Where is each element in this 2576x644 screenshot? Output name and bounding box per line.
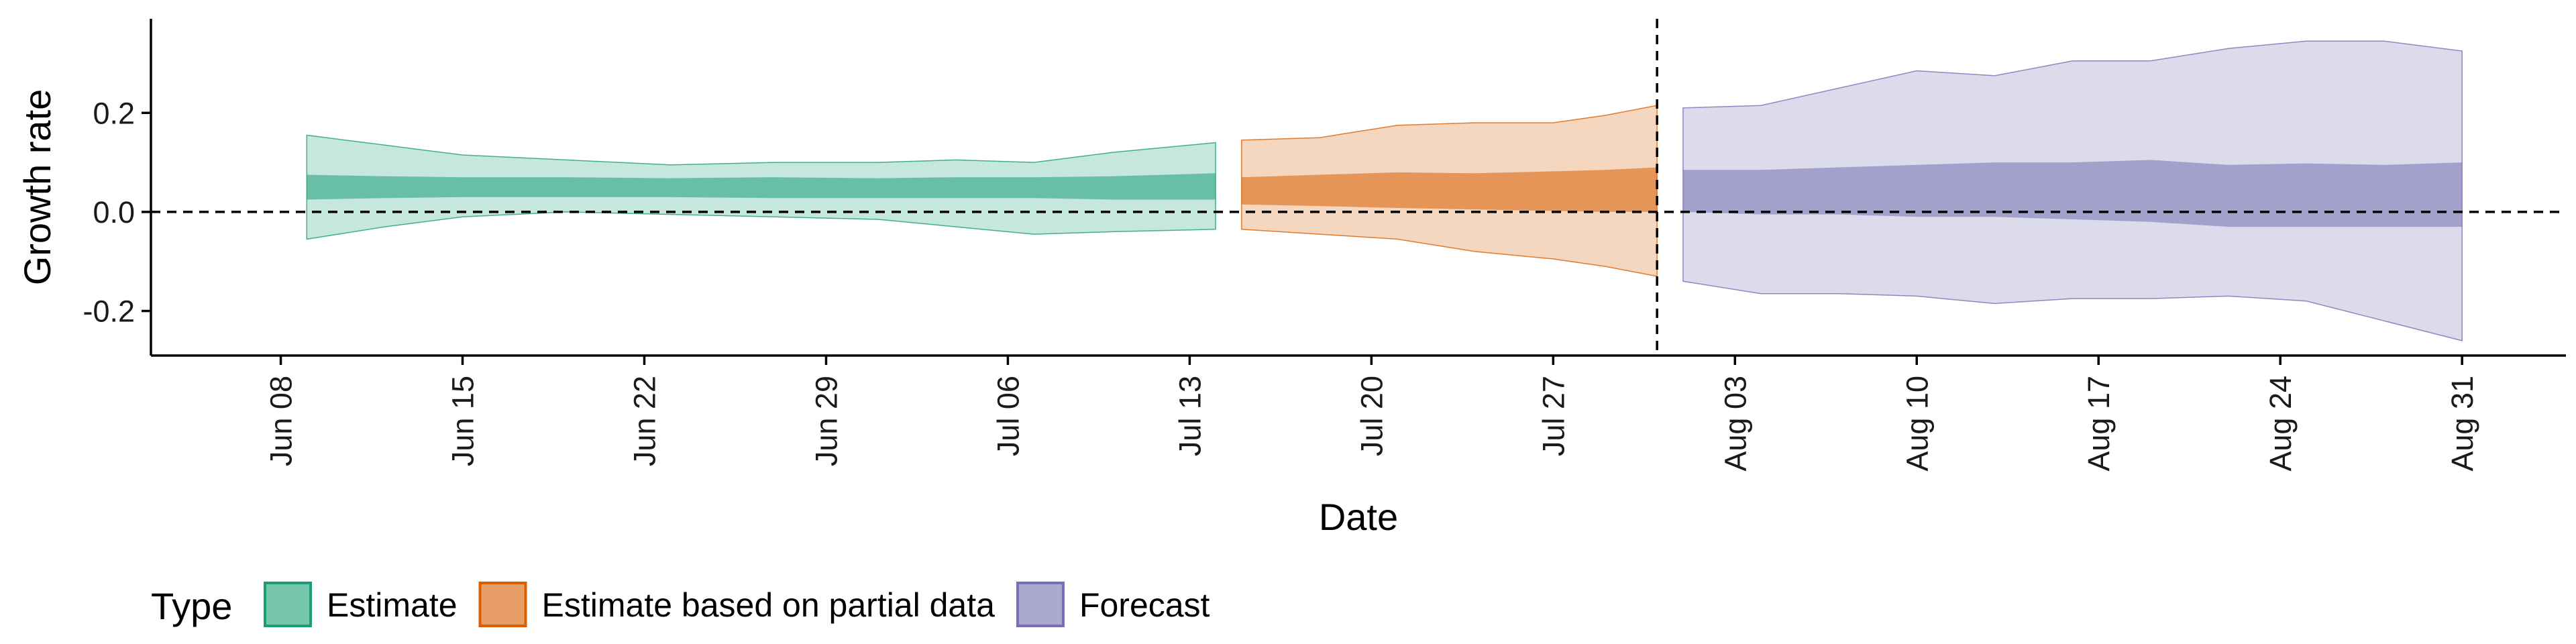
legend-label-estimate-based-on-partial-data: Estimate based on partial data [542, 586, 996, 624]
x-tick-label: Aug 03 [1718, 376, 1752, 472]
x-tick-label: Jul 13 [1173, 376, 1207, 456]
reference-lines [151, 19, 2566, 356]
y-axis-title: Growth rate [16, 89, 58, 286]
x-tick-label: Jun 08 [264, 376, 299, 466]
estimate-based-on-partial-data-inner-band [1241, 167, 1658, 212]
x-axis-title: Date [1319, 496, 1398, 538]
x-tick-label: Jul 20 [1354, 376, 1389, 456]
x-tick-label: Aug 31 [2445, 376, 2479, 472]
x-tick-label: Aug 10 [1900, 376, 1934, 472]
y-tick-label: 0.0 [93, 195, 135, 229]
x-tick-label: Jun 22 [628, 376, 662, 466]
legend-swatch-forecast [1016, 582, 1065, 627]
y-tick-label: -0.2 [83, 294, 135, 329]
legend-title: Type [151, 585, 232, 627]
x-tick-label: Aug 24 [2263, 376, 2298, 472]
y-tick-label: 0.2 [93, 96, 135, 130]
legend-label-forecast: Forecast [1079, 586, 1210, 624]
x-tick-label: Jun 29 [810, 376, 844, 466]
bands-layer [306, 40, 2463, 341]
legend-swatch-estimate [264, 582, 312, 627]
legend-label-estimate: Estimate [327, 586, 458, 624]
x-tick-label: Jul 27 [1536, 376, 1570, 456]
x-tick-label: Aug 17 [2082, 376, 2116, 472]
legend: Type Estimate Estimate based on partial d… [151, 582, 1210, 627]
axes-layer: -0.2 0.0 0.2 Jun 08 Jun 15 Jun 22 Jun 29 Jul 06… [83, 19, 2566, 472]
legend-swatch-estimate-based-on-partial-data [478, 582, 527, 627]
x-tick-label: Jun 15 [446, 376, 480, 466]
estimate-inner-band [307, 173, 1216, 200]
forecast-inner-band [1682, 160, 2463, 227]
x-tick-label: Jul 06 [991, 376, 1025, 456]
